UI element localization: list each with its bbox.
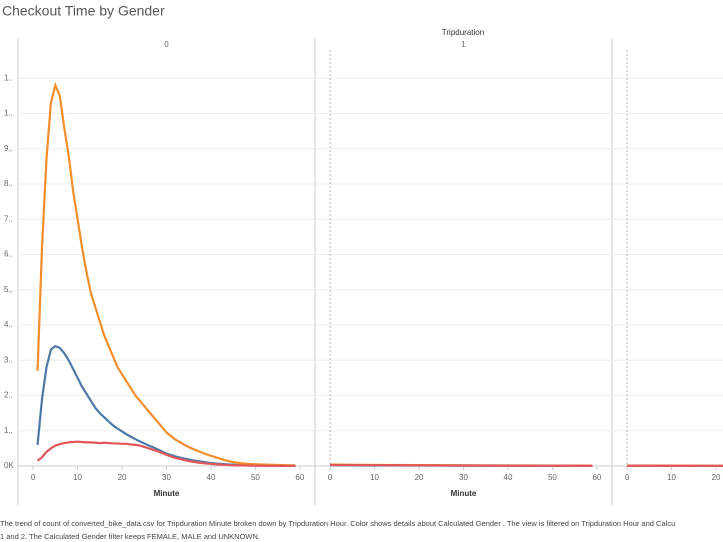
y-tick-label: 1.. <box>4 73 13 82</box>
caption: 1 and 2. The Calculated Gender filter ke… <box>0 532 260 541</box>
x-tick-label: 50 <box>251 473 260 482</box>
y-tick-label: 8.. <box>4 179 13 188</box>
x-tick-label: 60 <box>592 473 601 482</box>
line-series <box>330 463 593 467</box>
x-tick-label: 10 <box>370 473 379 482</box>
line-series <box>36 344 296 467</box>
panel-label: 0 <box>164 40 169 49</box>
x-tick-label: 30 <box>162 473 171 482</box>
panel-label: 1 <box>461 40 466 49</box>
y-tick-label: 3.. <box>4 355 13 364</box>
line-series <box>36 440 296 467</box>
x-tick-label: 40 <box>504 473 513 482</box>
x-tick-label: 0 <box>31 473 36 482</box>
x-tick-label: 20 <box>415 473 424 482</box>
y-tick-label: 1.. <box>4 109 13 118</box>
y-tick-label: 9.. <box>4 144 13 153</box>
x-axis-label: Minute <box>154 489 180 498</box>
x-tick-label: 10 <box>667 473 676 482</box>
column-header: Tripduration <box>442 28 484 37</box>
x-tick-label: 30 <box>459 473 468 482</box>
y-tick-label: 7.. <box>4 214 13 223</box>
x-tick-label: 60 <box>295 473 304 482</box>
x-tick-label: 20 <box>712 473 721 482</box>
x-tick-label: 10 <box>73 473 82 482</box>
chart-title: Checkout Time by Gender <box>2 3 165 19</box>
y-tick-label: 4.. <box>4 320 13 329</box>
line-series <box>36 81 296 467</box>
y-tick-label: 2.. <box>4 391 13 400</box>
y-tick-label: 5.. <box>4 285 13 294</box>
y-tick-label: 0K <box>4 461 14 470</box>
x-tick-label: 0 <box>328 473 333 482</box>
x-axis-label: Minute <box>451 489 477 498</box>
x-tick-label: 20 <box>118 473 127 482</box>
x-tick-label: 50 <box>548 473 557 482</box>
x-tick-label: 40 <box>207 473 216 482</box>
caption: The trend of count of converted_bike_dat… <box>0 519 675 528</box>
x-tick-label: 0 <box>625 473 630 482</box>
y-tick-label: 6.. <box>4 250 13 259</box>
y-tick-label: 1.. <box>4 426 13 435</box>
